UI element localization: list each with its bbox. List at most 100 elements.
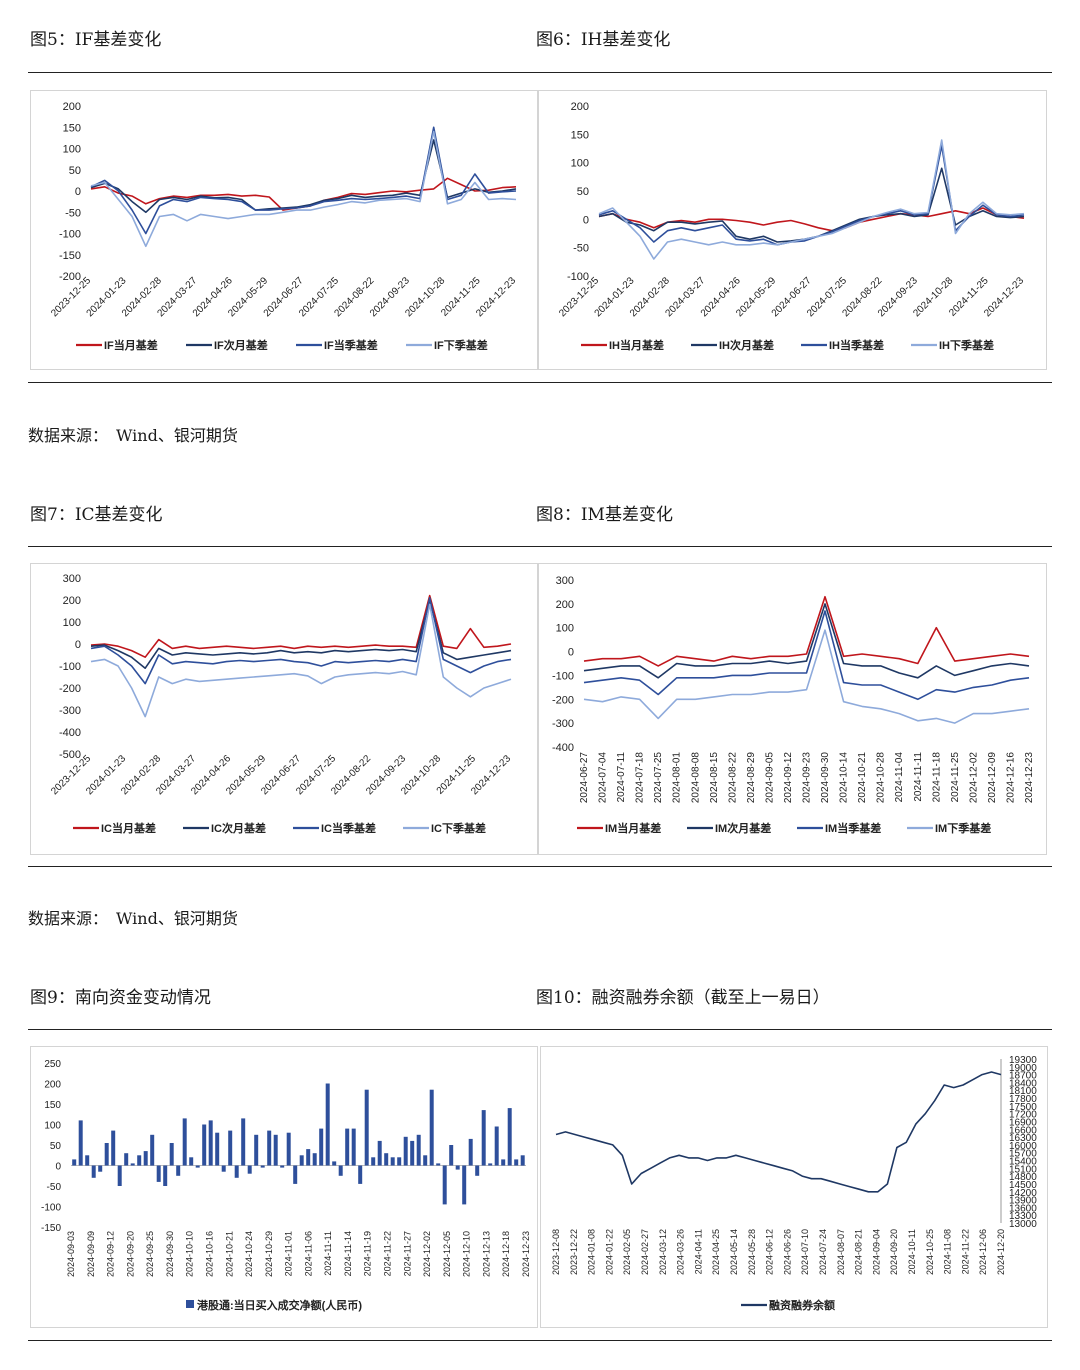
x-tick-label: 2024-12-06 xyxy=(978,1229,988,1275)
x-tick-label: 2024-03-26 xyxy=(676,1229,686,1275)
x-tick-label: 2024-09-20 xyxy=(889,1229,899,1275)
y-tick-label: 16600 xyxy=(1009,1125,1037,1136)
y-tick-label: 14500 xyxy=(1009,1180,1037,1191)
y-tick-label: 50 xyxy=(50,1141,62,1152)
x-tick-label: 2024-03-12 xyxy=(658,1229,668,1275)
y-tick-label: -50 xyxy=(47,1182,62,1193)
x-tick-label: 2024-12-13 xyxy=(481,1231,491,1277)
bar xyxy=(182,1118,187,1166)
y-tick-label: -200 xyxy=(59,271,81,283)
x-tick-label: 2024-11-04 xyxy=(894,752,905,803)
legend-label: 港股通:当日买入成交净额(人民币) xyxy=(197,1298,362,1312)
legend-label: IC下季基差 xyxy=(431,821,486,835)
y-tick-label: 13300 xyxy=(1009,1211,1037,1222)
y-tick-label: -400 xyxy=(552,742,574,754)
x-tick-label: 2024-12-23 xyxy=(1024,752,1035,804)
y-tick-label: -100 xyxy=(567,271,589,283)
x-tick-label: 2024-07-04 xyxy=(598,752,609,804)
legend-swatch xyxy=(186,1300,194,1308)
bar xyxy=(351,1128,356,1166)
x-tick-label: 2024-05-14 xyxy=(729,1229,739,1275)
bar xyxy=(104,1143,109,1166)
bar xyxy=(130,1163,135,1166)
x-tick-label: 2024-11-11 xyxy=(913,752,924,802)
figure-5-title: 图5：IF基差变化 xyxy=(30,30,162,50)
bar xyxy=(286,1132,291,1166)
legend-label: IM次月基差 xyxy=(715,821,771,835)
x-tick-label: 2024-11-14 xyxy=(343,1231,353,1276)
bar xyxy=(488,1163,493,1166)
bar xyxy=(215,1132,220,1166)
x-tick-label: 2024-12-05 xyxy=(442,1231,452,1277)
bar xyxy=(468,1138,473,1166)
y-tick-label: 100 xyxy=(63,144,81,156)
bar xyxy=(345,1128,350,1166)
legend-label: IM下季基差 xyxy=(935,821,991,835)
bar xyxy=(403,1136,408,1166)
x-tick-label: 2024-10-28 xyxy=(876,752,887,804)
y-tick-label: 0 xyxy=(75,186,81,198)
bar xyxy=(338,1165,343,1176)
y-tick-label: -100 xyxy=(41,1203,61,1214)
x-tick-label: 2024-06-12 xyxy=(765,1229,775,1275)
bar xyxy=(247,1165,252,1174)
y-tick-label: 250 xyxy=(44,1059,61,1070)
y-tick-label: 100 xyxy=(63,617,81,629)
bar xyxy=(377,1140,382,1166)
bar xyxy=(169,1143,174,1166)
y-tick-label: 15700 xyxy=(1009,1149,1037,1160)
series-line xyxy=(583,629,1030,724)
divider-3 xyxy=(28,866,1052,867)
x-tick-label: 2024-12-16 xyxy=(1005,752,1016,804)
y-tick-label: -50 xyxy=(573,243,589,255)
x-tick-label: 2024-08-29 xyxy=(746,752,757,804)
bar xyxy=(267,1130,272,1166)
series-line xyxy=(90,596,512,685)
x-tick-label: 2023-12-08 xyxy=(551,1229,561,1275)
series-line xyxy=(90,603,512,718)
figure-8-chart-panel: 300 200 100 0 -100 -200 -300 -400 2024-06-27 2024… xyxy=(538,563,1047,855)
x-tick-label: 2024-12-09 xyxy=(987,752,998,804)
legend-label: IF当季基差 xyxy=(324,338,378,352)
x-tick-label: 2024-09-30 xyxy=(165,1231,175,1277)
bar xyxy=(520,1155,525,1166)
y-tick-label: 150 xyxy=(44,1100,61,1111)
bar xyxy=(384,1153,389,1166)
y-tick-label: -50 xyxy=(65,207,81,219)
x-tick-label: 2024-11-11 xyxy=(323,1231,333,1276)
figure-7-chart: 3002001000-100-200-300-400-5002023-12-25… xyxy=(49,573,513,835)
bar xyxy=(137,1155,142,1166)
x-tick-label: 2024-08-15 xyxy=(709,752,720,804)
x-tick-label: 2024-11-06 xyxy=(303,1231,313,1276)
figure-5-chart: 200150100500-50-100-150-2002023-12-25202… xyxy=(49,101,518,352)
x-tick-label: 2024-04-25 xyxy=(711,1229,721,1275)
series-line xyxy=(583,603,1030,679)
bar xyxy=(78,1120,83,1166)
bar xyxy=(91,1165,96,1178)
legend-label: IH当月基差 xyxy=(609,338,664,352)
bar xyxy=(306,1149,311,1166)
bar xyxy=(293,1165,298,1184)
series-line xyxy=(90,594,512,658)
bar xyxy=(221,1165,226,1172)
bar xyxy=(436,1163,441,1166)
x-tick-label: 2024-12-02 xyxy=(968,752,979,804)
bar xyxy=(475,1165,480,1176)
x-tick-label: 2024-09-25 xyxy=(145,1231,155,1277)
bar xyxy=(358,1165,363,1184)
y-tick-label: -300 xyxy=(552,718,574,730)
y-tick-label: 14200 xyxy=(1009,1188,1037,1199)
bar xyxy=(260,1165,265,1168)
legend-label: IM当月基差 xyxy=(605,821,661,835)
bar xyxy=(429,1089,434,1166)
x-tick-label: 2024-09-12 xyxy=(106,1231,116,1277)
x-tick-label: 2024-12-20 xyxy=(996,1229,1006,1275)
bar xyxy=(514,1159,519,1166)
y-tick-label: 18100 xyxy=(1009,1086,1037,1097)
y-tick-label: 100 xyxy=(556,623,574,635)
y-tick-label: -150 xyxy=(59,250,81,262)
x-tick-label: 2024-09-12 xyxy=(783,752,794,804)
figure-7-title: 图7：IC基差变化 xyxy=(30,505,163,525)
y-tick-label: 200 xyxy=(44,1080,61,1091)
divider-1 xyxy=(28,382,1052,383)
